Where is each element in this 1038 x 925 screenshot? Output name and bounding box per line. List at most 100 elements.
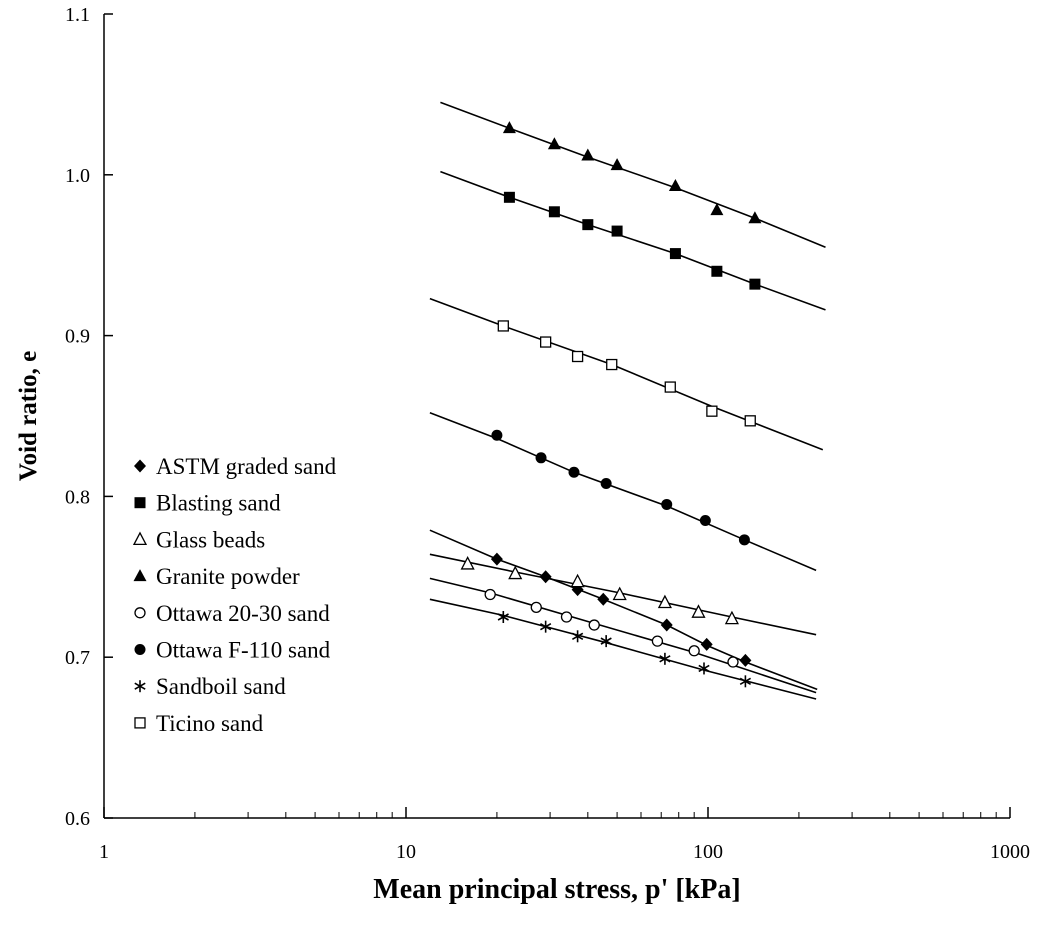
data-point xyxy=(691,604,706,618)
y-tick-label: 1.0 xyxy=(65,165,90,187)
legend-marker xyxy=(134,497,146,509)
fit-line xyxy=(429,598,817,700)
data-point xyxy=(581,148,595,161)
data-point xyxy=(547,137,561,150)
axes xyxy=(103,14,1010,819)
data-point xyxy=(612,586,627,601)
data-point xyxy=(582,219,594,231)
legend-item: Ottawa F-110 sand xyxy=(134,638,331,663)
legend-label: Sandboil sand xyxy=(156,674,286,699)
data-point xyxy=(748,211,762,224)
fit-line xyxy=(429,412,817,572)
data-point xyxy=(503,191,515,203)
y-tick-label: 0.9 xyxy=(65,326,90,348)
y-tick-label: 1.1 xyxy=(65,4,90,26)
legend-marker xyxy=(134,459,146,473)
legend-label: Ottawa 20-30 sand xyxy=(156,601,330,626)
y-axis-title: Void ratio, e xyxy=(15,351,42,481)
legend-item: Glass beads xyxy=(132,527,265,552)
data-point xyxy=(724,610,739,625)
fit-line xyxy=(440,170,826,311)
data-point xyxy=(739,675,752,688)
data-point xyxy=(698,662,710,675)
x-axis-title: Mean principal stress, p' [kPa] xyxy=(373,874,740,905)
data-point xyxy=(738,534,750,546)
data-point xyxy=(711,265,723,277)
data-point xyxy=(539,336,552,348)
data-point xyxy=(484,588,496,601)
legend-marker xyxy=(132,531,148,546)
data-point xyxy=(548,206,560,218)
data-point xyxy=(571,350,584,363)
legend-label: Ticino sand xyxy=(156,711,264,736)
data-point xyxy=(661,498,673,510)
x-ticks: 1 10 100 1000 xyxy=(99,807,1030,863)
legend-item: Granite powder xyxy=(133,564,300,589)
y-tick-label: 0.7 xyxy=(65,647,90,669)
data-point xyxy=(664,381,676,393)
fit-line xyxy=(440,101,826,248)
data-point xyxy=(539,570,552,584)
data-point xyxy=(508,565,523,580)
data-point xyxy=(597,592,610,606)
data-point xyxy=(588,619,600,631)
data-point xyxy=(706,405,718,417)
legend-marker xyxy=(133,569,147,582)
data-point xyxy=(669,248,681,260)
y-ticks: 0.6 0.7 0.8 0.9 1.0 1.1 xyxy=(65,4,113,830)
legend-item: ASTM graded sand xyxy=(134,454,337,479)
legend-item: Sandboil sand xyxy=(134,674,286,699)
legend-label: Glass beads xyxy=(156,527,265,552)
data-points xyxy=(460,121,762,688)
x-tick-label: 10 xyxy=(396,841,416,863)
data-point xyxy=(660,618,673,632)
y-tick-label: 0.6 xyxy=(65,808,90,830)
data-point xyxy=(651,635,664,647)
legend-item: Ticino sand xyxy=(134,711,264,736)
data-point xyxy=(688,645,700,657)
legend-item: Ottawa 20-30 sand xyxy=(134,601,330,626)
data-point xyxy=(611,225,623,237)
data-point xyxy=(502,121,516,134)
data-point xyxy=(668,179,682,192)
data-point xyxy=(710,203,724,216)
x-tick-label: 100 xyxy=(693,841,723,863)
data-point xyxy=(659,652,671,665)
data-point xyxy=(727,656,739,668)
data-point xyxy=(535,452,547,464)
legend-label: Granite powder xyxy=(156,564,300,589)
y-tick-label: 0.8 xyxy=(65,486,90,508)
legend: ASTM graded sand Blasting sand Glass beads… xyxy=(132,454,337,736)
data-point xyxy=(657,594,672,609)
legend-marker xyxy=(134,607,146,619)
fit-line xyxy=(429,529,818,691)
legend-marker xyxy=(134,644,146,655)
data-point xyxy=(530,601,542,614)
data-point xyxy=(560,611,573,623)
data-point xyxy=(460,556,475,570)
legend-item: Blasting sand xyxy=(134,491,281,516)
data-point xyxy=(540,620,552,633)
data-point xyxy=(568,466,580,478)
fit-lines xyxy=(429,101,826,700)
data-point xyxy=(570,573,585,588)
data-point xyxy=(571,630,584,643)
fit-line xyxy=(429,297,824,451)
legend-label: Ottawa F-110 sand xyxy=(156,638,331,663)
x-tick-label: 1 xyxy=(99,841,109,863)
data-point xyxy=(744,415,756,427)
data-point xyxy=(491,429,503,441)
legend-marker xyxy=(134,680,146,693)
data-point xyxy=(600,478,612,490)
legend-label: ASTM graded sand xyxy=(156,454,337,479)
legend-label: Blasting sand xyxy=(156,491,281,516)
legend-marker xyxy=(134,717,146,729)
data-point xyxy=(749,278,761,290)
data-point xyxy=(610,158,624,171)
x-tick-label: 1000 xyxy=(990,841,1030,863)
data-point xyxy=(700,637,713,651)
data-point xyxy=(600,635,612,648)
data-point xyxy=(497,320,509,332)
data-point xyxy=(497,611,509,623)
